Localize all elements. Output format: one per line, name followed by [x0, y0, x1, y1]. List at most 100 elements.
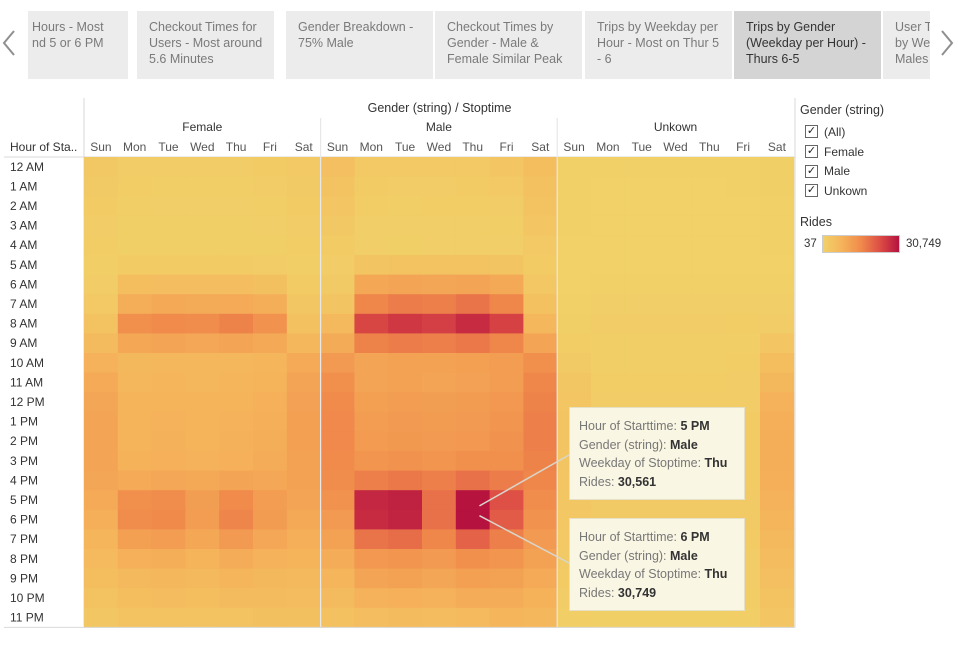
- heatmap-cell[interactable]: [354, 333, 389, 354]
- story-tab[interactable]: Checkout Times by Gender - Male & Female…: [435, 11, 582, 79]
- heatmap-cell[interactable]: [354, 196, 389, 217]
- heatmap-cell[interactable]: [286, 372, 321, 393]
- heatmap-cell[interactable]: [219, 333, 254, 354]
- heatmap-cell[interactable]: [388, 529, 423, 550]
- heatmap-cell[interactable]: [320, 588, 355, 609]
- heatmap-cell[interactable]: [219, 235, 254, 256]
- heatmap-cell[interactable]: [692, 157, 727, 177]
- heatmap-cell[interactable]: [523, 274, 558, 295]
- heatmap-cell[interactable]: [557, 255, 592, 275]
- heatmap-cell[interactable]: [84, 392, 119, 413]
- heatmap-cell[interactable]: [117, 431, 152, 452]
- heatmap-cell[interactable]: [84, 313, 119, 334]
- heatmap-cell[interactable]: [489, 196, 524, 217]
- heatmap-cell[interactable]: [185, 313, 220, 334]
- heatmap-cell[interactable]: [388, 176, 423, 197]
- heatmap-cell[interactable]: [523, 607, 558, 628]
- heatmap-cell[interactable]: [117, 294, 152, 315]
- heatmap-cell[interactable]: [185, 470, 220, 491]
- heatmap-cell[interactable]: [760, 313, 795, 334]
- heatmap-cell[interactable]: [253, 235, 288, 256]
- heatmap-cell[interactable]: [624, 235, 659, 256]
- heatmap-cell[interactable]: [422, 353, 457, 373]
- heatmap-cell[interactable]: [523, 294, 558, 315]
- heatmap-cell[interactable]: [151, 470, 186, 491]
- heatmap-cell[interactable]: [286, 235, 321, 256]
- heatmap-cell[interactable]: [489, 509, 524, 530]
- heatmap-cell[interactable]: [286, 431, 321, 452]
- heatmap-cell[interactable]: [760, 588, 795, 609]
- heatmap-cell[interactable]: [354, 274, 389, 295]
- heatmap-cell[interactable]: [84, 235, 119, 256]
- heatmap-cell[interactable]: [151, 176, 186, 197]
- heatmap-cell[interactable]: [117, 196, 152, 217]
- heatmap-cell[interactable]: [253, 549, 288, 569]
- heatmap-cell[interactable]: [489, 294, 524, 315]
- heatmap-cell[interactable]: [151, 157, 186, 177]
- heatmap-cell[interactable]: [422, 411, 457, 432]
- heatmap-cell[interactable]: [117, 157, 152, 177]
- heatmap-cell[interactable]: [117, 215, 152, 236]
- heatmap-cell[interactable]: [286, 392, 321, 413]
- heatmap-cell[interactable]: [523, 392, 558, 413]
- heatmap-cell[interactable]: [760, 372, 795, 393]
- heatmap-cell[interactable]: [523, 549, 558, 569]
- story-tab[interactable]: User Tr by Wee Males: [883, 11, 930, 79]
- heatmap-cell[interactable]: [591, 333, 626, 354]
- heatmap-cell[interactable]: [455, 353, 490, 373]
- heatmap-cell[interactable]: [726, 294, 761, 315]
- heatmap-cell[interactable]: [760, 568, 795, 589]
- heatmap-cell[interactable]: [692, 255, 727, 275]
- heatmap-cell[interactable]: [760, 470, 795, 491]
- heatmap-cell[interactable]: [320, 392, 355, 413]
- heatmap-cell[interactable]: [354, 529, 389, 550]
- heatmap-cell[interactable]: [422, 313, 457, 334]
- heatmap-cell[interactable]: [354, 215, 389, 236]
- heatmap-cell[interactable]: [286, 255, 321, 275]
- heatmap-cell[interactable]: [388, 568, 423, 589]
- heatmap-cell[interactable]: [286, 176, 321, 197]
- heatmap-cell[interactable]: [388, 372, 423, 393]
- heatmap-cell[interactable]: [84, 157, 119, 177]
- heatmap-cell[interactable]: [557, 607, 592, 628]
- heatmap-cell[interactable]: [658, 313, 693, 334]
- heatmap-cell[interactable]: [557, 372, 592, 393]
- heatmap-cell[interactable]: [253, 333, 288, 354]
- heatmap-cell[interactable]: [726, 274, 761, 295]
- heatmap-cell[interactable]: [354, 294, 389, 315]
- heatmap-cell[interactable]: [253, 431, 288, 452]
- heatmap-cell[interactable]: [591, 215, 626, 236]
- heatmap-cell[interactable]: [624, 607, 659, 628]
- heatmap-cell[interactable]: [117, 529, 152, 550]
- heatmap-cell[interactable]: [489, 274, 524, 295]
- heatmap-cell[interactable]: [354, 490, 389, 511]
- heatmap-cell[interactable]: [489, 568, 524, 589]
- heatmap-cell[interactable]: [219, 411, 254, 432]
- heatmap-cell[interactable]: [286, 215, 321, 236]
- heatmap-cell[interactable]: [624, 157, 659, 177]
- heatmap-cell[interactable]: [151, 372, 186, 393]
- heatmap-cell[interactable]: [219, 451, 254, 471]
- heatmap-cell[interactable]: [591, 313, 626, 334]
- heatmap-cell[interactable]: [658, 235, 693, 256]
- heatmap-cell[interactable]: [185, 588, 220, 609]
- heatmap-cell[interactable]: [523, 411, 558, 432]
- heatmap-cell[interactable]: [253, 313, 288, 334]
- heatmap-cell[interactable]: [151, 411, 186, 432]
- heatmap-cell[interactable]: [523, 509, 558, 530]
- heatmap-cell[interactable]: [455, 490, 490, 511]
- heatmap-cell[interactable]: [455, 294, 490, 315]
- heatmap-cell[interactable]: [760, 333, 795, 354]
- heatmap-cell[interactable]: [320, 607, 355, 628]
- heatmap-cell[interactable]: [320, 274, 355, 295]
- heatmap-cell[interactable]: [422, 235, 457, 256]
- heatmap-cell[interactable]: [523, 568, 558, 589]
- heatmap-cell[interactable]: [422, 509, 457, 530]
- heatmap-cell[interactable]: [388, 294, 423, 315]
- heatmap-cell[interactable]: [354, 470, 389, 491]
- checkbox[interactable]: ✓: [805, 184, 818, 198]
- heatmap-cell[interactable]: [151, 568, 186, 589]
- heatmap-cell[interactable]: [422, 431, 457, 452]
- heatmap-cell[interactable]: [151, 235, 186, 256]
- heatmap-cell[interactable]: [354, 607, 389, 628]
